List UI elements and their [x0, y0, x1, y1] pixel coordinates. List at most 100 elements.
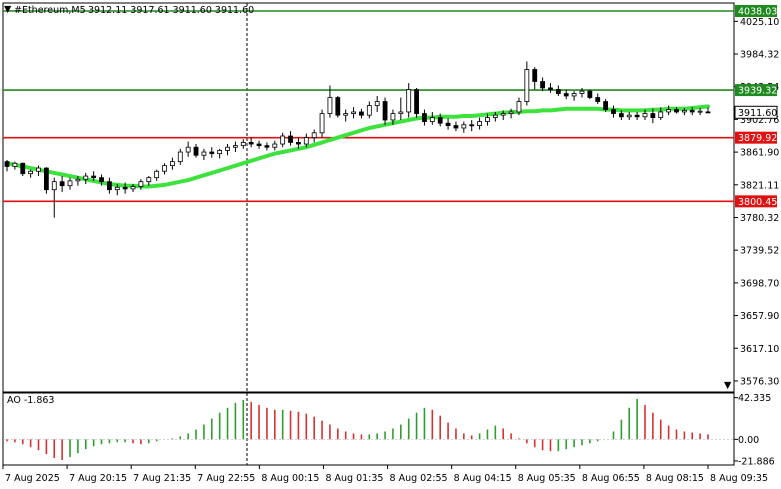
- x-tick-label: 7 Aug 22:55: [197, 473, 255, 484]
- current-price-label: 3911.60: [738, 108, 777, 119]
- y-tick-label: 3576.30: [740, 376, 779, 387]
- candle-body: [390, 113, 396, 121]
- candle: [209, 147, 215, 158]
- x-tick-label: 7 Aug 2025: [5, 473, 60, 484]
- candle-body: [366, 105, 372, 116]
- x-tick-label: 8 Aug 00:15: [261, 473, 319, 484]
- candle-body: [516, 101, 522, 113]
- level-tag-label: 3879.92: [738, 133, 777, 144]
- candle-body: [492, 114, 498, 118]
- price-scale-arrow-icon[interactable]: ▼: [724, 380, 732, 391]
- candle: [508, 108, 514, 119]
- candle-body: [36, 167, 41, 172]
- level-tag-box: [735, 131, 777, 144]
- y-tick-label: 4025.10: [740, 17, 779, 28]
- ao-y-tick-label: -21.886: [738, 456, 775, 467]
- candle: [256, 140, 262, 149]
- level-price-tag: 4038.03: [735, 4, 777, 17]
- y-tick-label: 3698.70: [740, 278, 779, 289]
- candle: [681, 107, 687, 116]
- candle-body: [571, 93, 577, 97]
- candle: [20, 162, 26, 177]
- candle-body: [429, 117, 435, 122]
- candle: [571, 91, 577, 101]
- candle: [12, 161, 18, 170]
- candle: [130, 184, 136, 193]
- level-tag-label: 3800.45: [738, 197, 777, 208]
- candle: [390, 109, 396, 125]
- candle: [548, 83, 553, 93]
- current-price-tag: 3911.60: [734, 105, 778, 119]
- candle: [674, 107, 679, 114]
- candle: [296, 137, 301, 149]
- candle: [406, 83, 412, 118]
- candle: [587, 89, 593, 100]
- candle-body: [500, 113, 506, 116]
- x-tick-label: 8 Aug 02:55: [390, 473, 448, 484]
- candle-body: [99, 177, 104, 183]
- candle: [540, 77, 545, 92]
- candle: [485, 113, 490, 126]
- candle-body: [437, 117, 443, 124]
- candle-body: [193, 146, 199, 156]
- candle: [225, 144, 230, 156]
- x-tick-label: 8 Aug 05:35: [518, 473, 576, 484]
- candle: [288, 131, 293, 146]
- candle-body: [650, 113, 656, 118]
- candle: [398, 97, 404, 120]
- candle-body: [343, 113, 349, 116]
- candle: [453, 121, 459, 132]
- candle: [264, 142, 270, 151]
- candle-body: [75, 178, 81, 182]
- level-tag-box: [735, 195, 777, 208]
- candle: [689, 107, 695, 116]
- candle-body: [264, 145, 270, 148]
- y-tick-label: 3861.90: [740, 148, 779, 159]
- candle: [492, 111, 498, 122]
- candle-body: [398, 111, 404, 114]
- candle-body: [674, 109, 679, 113]
- candle-body: [485, 117, 490, 122]
- candle: [122, 182, 128, 194]
- candle-body: [319, 113, 325, 134]
- symbol-title: #Ethereum,M5: [14, 5, 86, 16]
- candle: [114, 184, 120, 196]
- candle-body: [705, 111, 711, 114]
- y-tick-label: 3739.52: [740, 246, 779, 257]
- candle: [138, 179, 144, 190]
- candle: [28, 169, 34, 178]
- candle-body: [170, 161, 175, 167]
- candle-body: [233, 145, 238, 148]
- candle-body: [555, 89, 561, 94]
- candle-body: [248, 142, 254, 145]
- candle-body: [382, 101, 388, 121]
- ao-indicator-label: AO -1.863: [7, 395, 54, 406]
- candle: [335, 95, 341, 118]
- candle-body: [114, 186, 120, 191]
- x-tick-label: 8 Aug 01:35: [325, 473, 383, 484]
- candle-body: [67, 180, 73, 187]
- candle: [319, 109, 325, 138]
- candle-body: [296, 142, 301, 145]
- candle-body: [51, 181, 57, 191]
- scroll-arrow-icon[interactable]: ▼: [4, 4, 12, 15]
- candle: [437, 113, 443, 127]
- candle-body: [83, 175, 89, 180]
- candle-body: [154, 170, 160, 179]
- candle-body: [524, 69, 530, 102]
- candle: [170, 157, 175, 170]
- level-tag-box: [735, 84, 777, 97]
- y-tick-label: 3657.90: [740, 311, 779, 322]
- candle: [579, 87, 585, 98]
- candle: [516, 97, 522, 116]
- candle: [524, 61, 530, 106]
- candle-body: [579, 90, 585, 94]
- candle-body: [469, 124, 475, 127]
- main-panel-frame: [2, 2, 735, 393]
- candle: [445, 118, 451, 130]
- candle: [327, 85, 333, 118]
- candle: [532, 67, 538, 90]
- candle-body: [611, 109, 616, 114]
- candle-body: [91, 175, 97, 179]
